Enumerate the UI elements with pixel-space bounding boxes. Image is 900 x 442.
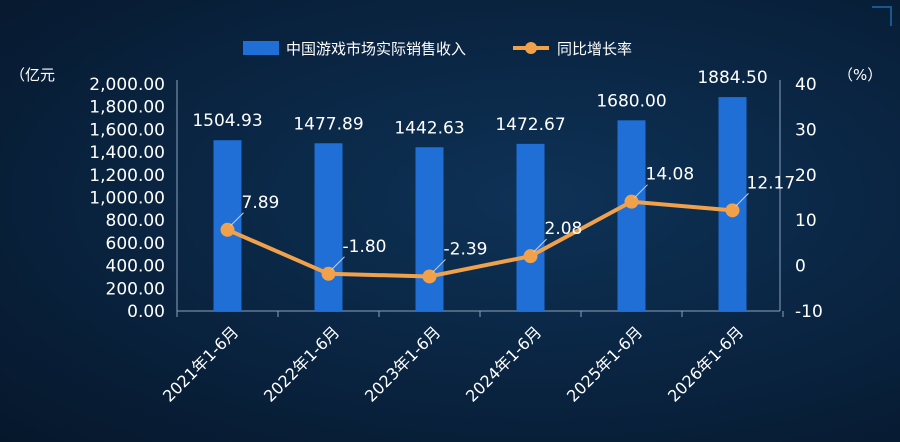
bar-value-label: 1472.67 bbox=[495, 115, 565, 135]
growth-label-leader bbox=[634, 184, 648, 199]
y-left-tick-label: 400.00 bbox=[106, 257, 165, 277]
legend-line-marker bbox=[525, 42, 537, 54]
growth-value-label: 7.89 bbox=[242, 193, 280, 213]
x-category-label: 2022年1-6月 bbox=[260, 322, 343, 405]
y-left-tick-label: 0.00 bbox=[127, 302, 165, 322]
y-left-tick-label: 1,600.00 bbox=[89, 120, 165, 140]
bar-value-label: 1477.89 bbox=[293, 114, 363, 134]
growth-point bbox=[624, 194, 639, 209]
bar bbox=[314, 143, 343, 311]
growth-value-label: -2.39 bbox=[444, 239, 488, 259]
y-right-tick-label: 20 bbox=[795, 166, 817, 186]
growth-value-label: 2.08 bbox=[545, 219, 583, 239]
bar-value-label: 1442.63 bbox=[394, 118, 464, 138]
y-left-tick-label: 1,400.00 bbox=[89, 143, 165, 163]
growth-point bbox=[220, 222, 235, 237]
y-left-tick-label: 2,000.00 bbox=[89, 75, 165, 95]
x-category-label: 2021年1-6月 bbox=[159, 322, 242, 405]
growth-label-leader bbox=[230, 212, 244, 227]
y-left-tick-label: 1,200.00 bbox=[89, 166, 165, 186]
growth-point bbox=[422, 269, 437, 284]
x-category-label: 2026年1-6月 bbox=[664, 322, 747, 405]
bar-value-label: 1680.00 bbox=[596, 91, 666, 111]
growth-point bbox=[321, 266, 336, 281]
y-left-unit-label: （亿元 bbox=[10, 66, 55, 84]
growth-point bbox=[523, 249, 538, 264]
x-category-label: 2023年1-6月 bbox=[361, 322, 444, 405]
growth-label-leader bbox=[331, 256, 345, 271]
bar-value-label: 1504.93 bbox=[192, 111, 262, 131]
legend-bar-swatch bbox=[243, 41, 279, 55]
y-left-tick-label: 1,800.00 bbox=[89, 98, 165, 118]
y-right-tick-label: 10 bbox=[795, 211, 817, 231]
legend-line-label: 同比增长率 bbox=[557, 40, 632, 58]
bar bbox=[617, 120, 646, 311]
growth-label-leader bbox=[533, 238, 547, 253]
bar bbox=[516, 143, 545, 311]
frame-corner-top-right bbox=[872, 6, 892, 26]
y-right-tick-label: 0 bbox=[795, 257, 806, 277]
y-right-tick-label: 30 bbox=[795, 120, 817, 140]
y-right-unit-label: （%） bbox=[838, 66, 882, 84]
growth-label-leader bbox=[735, 192, 749, 207]
legend-bar-label: 中国游戏市场实际销售收入 bbox=[286, 40, 466, 58]
x-category-label: 2024年1-6月 bbox=[462, 322, 545, 405]
growth-value-label: 14.08 bbox=[646, 165, 695, 185]
y-left-tick-label: 200.00 bbox=[106, 279, 165, 299]
growth-value-label: 12.17 bbox=[747, 173, 796, 193]
y-left-tick-label: 800.00 bbox=[106, 211, 165, 231]
y-right-tick-label: -10 bbox=[795, 302, 823, 322]
growth-label-leader bbox=[432, 259, 446, 273]
y-left-tick-label: 600.00 bbox=[106, 234, 165, 254]
x-category-label: 2025年1-6月 bbox=[563, 322, 646, 405]
growth-value-label: -1.80 bbox=[343, 237, 387, 257]
bar bbox=[415, 147, 444, 311]
bar-value-label: 1884.50 bbox=[697, 68, 767, 88]
y-right-tick-label: 40 bbox=[795, 75, 817, 95]
y-left-tick-label: 1,000.00 bbox=[89, 189, 165, 209]
growth-point bbox=[725, 203, 740, 218]
growth-line bbox=[226, 199, 733, 279]
